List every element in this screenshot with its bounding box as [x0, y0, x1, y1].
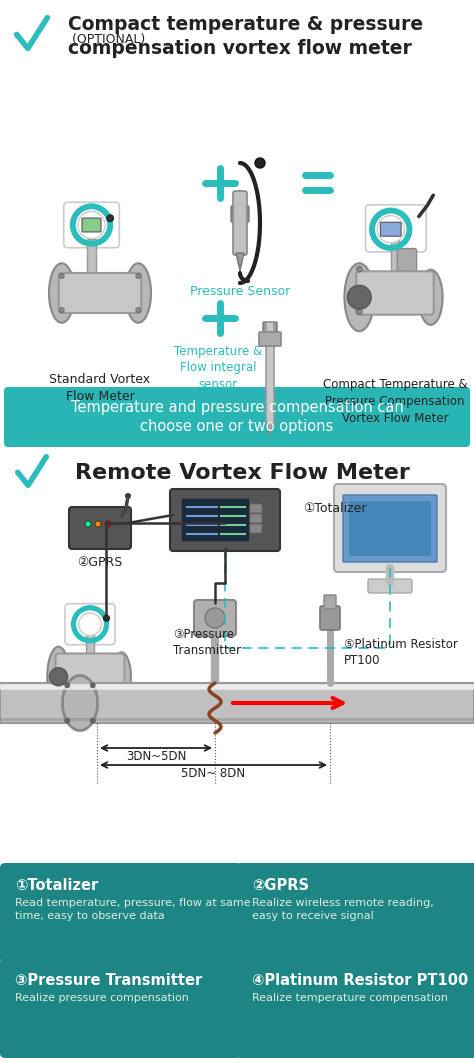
Circle shape: [78, 212, 105, 238]
Ellipse shape: [112, 653, 131, 702]
FancyBboxPatch shape: [194, 600, 236, 636]
FancyBboxPatch shape: [397, 249, 417, 271]
FancyBboxPatch shape: [82, 218, 101, 232]
Ellipse shape: [63, 675, 98, 730]
Circle shape: [125, 493, 131, 499]
FancyBboxPatch shape: [233, 191, 247, 255]
Text: Realize wireless remote reading,
easy to receive signal: Realize wireless remote reading, easy to…: [252, 898, 434, 921]
FancyBboxPatch shape: [250, 524, 262, 533]
Text: (OPTIONAL): (OPTIONAL): [68, 33, 145, 46]
FancyBboxPatch shape: [65, 604, 115, 645]
FancyBboxPatch shape: [250, 514, 262, 523]
Text: Temperature &
Flow integral
sensor: Temperature & Flow integral sensor: [174, 345, 262, 391]
Text: ⑤Platinum Resistor
PT100: ⑤Platinum Resistor PT100: [344, 638, 458, 667]
FancyBboxPatch shape: [320, 606, 340, 630]
Circle shape: [90, 682, 95, 688]
FancyBboxPatch shape: [365, 205, 426, 252]
Text: 3DN~5DN: 3DN~5DN: [126, 750, 186, 763]
Circle shape: [79, 613, 101, 636]
Text: Remote Vortex Flow Meter: Remote Vortex Flow Meter: [75, 463, 410, 483]
FancyBboxPatch shape: [381, 222, 401, 236]
Text: Realize temperature compensation: Realize temperature compensation: [252, 993, 448, 1003]
Circle shape: [377, 216, 404, 242]
Text: Compact temperature & pressure
compensation vortex flow meter: Compact temperature & pressure compensat…: [68, 15, 423, 58]
Circle shape: [90, 719, 95, 723]
FancyBboxPatch shape: [250, 504, 262, 513]
Circle shape: [255, 158, 265, 168]
Text: Pressure Sensor: Pressure Sensor: [190, 285, 290, 298]
Polygon shape: [236, 253, 244, 271]
Circle shape: [136, 307, 141, 313]
Circle shape: [65, 682, 70, 688]
FancyBboxPatch shape: [334, 484, 446, 572]
FancyBboxPatch shape: [266, 322, 274, 424]
Circle shape: [65, 719, 70, 723]
FancyBboxPatch shape: [0, 958, 242, 1058]
FancyBboxPatch shape: [324, 595, 336, 609]
Text: 5DN~ 8DN: 5DN~ 8DN: [182, 767, 246, 780]
FancyBboxPatch shape: [368, 579, 412, 593]
Text: ③Pressure
Transmitter: ③Pressure Transmitter: [173, 628, 241, 657]
Text: Compact Temperature &
Pressure Compensation
Vortex Flow Meter: Compact Temperature & Pressure Compensat…: [323, 378, 467, 425]
Ellipse shape: [126, 264, 151, 323]
Text: ①Totalizer: ①Totalizer: [303, 502, 366, 514]
Circle shape: [205, 608, 225, 628]
FancyBboxPatch shape: [237, 958, 474, 1058]
Circle shape: [103, 615, 109, 621]
FancyBboxPatch shape: [343, 495, 437, 562]
Text: Read temperature, pressure, flow at same
time, easy to observe data: Read temperature, pressure, flow at same…: [15, 898, 251, 921]
Polygon shape: [267, 423, 273, 435]
FancyBboxPatch shape: [87, 239, 96, 277]
FancyBboxPatch shape: [349, 501, 431, 556]
FancyBboxPatch shape: [181, 497, 250, 542]
FancyBboxPatch shape: [356, 271, 434, 315]
Ellipse shape: [49, 264, 74, 323]
Circle shape: [136, 273, 141, 279]
FancyBboxPatch shape: [391, 238, 399, 280]
Ellipse shape: [345, 264, 374, 332]
Circle shape: [347, 285, 371, 309]
Text: ②GPRS: ②GPRS: [252, 878, 309, 893]
Circle shape: [85, 521, 91, 527]
FancyBboxPatch shape: [69, 507, 131, 549]
Text: Standard Vortex
Flow Meter: Standard Vortex Flow Meter: [49, 373, 151, 403]
Ellipse shape: [47, 646, 70, 707]
Circle shape: [59, 307, 64, 313]
FancyBboxPatch shape: [231, 206, 249, 222]
Circle shape: [59, 273, 64, 279]
FancyBboxPatch shape: [59, 273, 141, 313]
FancyBboxPatch shape: [86, 632, 94, 664]
Circle shape: [356, 266, 362, 272]
Text: Realize pressure compensation: Realize pressure compensation: [15, 993, 189, 1003]
FancyBboxPatch shape: [0, 684, 474, 723]
Circle shape: [95, 521, 101, 527]
Ellipse shape: [419, 270, 443, 325]
FancyBboxPatch shape: [64, 202, 119, 248]
FancyBboxPatch shape: [259, 332, 281, 345]
Circle shape: [356, 308, 362, 315]
Circle shape: [49, 668, 67, 686]
FancyBboxPatch shape: [263, 322, 277, 334]
Text: ④Platinum Resistor PT100: ④Platinum Resistor PT100: [252, 973, 468, 988]
FancyBboxPatch shape: [170, 489, 280, 551]
Circle shape: [107, 215, 114, 221]
FancyBboxPatch shape: [4, 387, 470, 448]
Text: ①Totalizer: ①Totalizer: [15, 878, 98, 893]
Text: Temperature and pressure compensation can
choose one or two options: Temperature and pressure compensation ca…: [71, 400, 403, 435]
FancyBboxPatch shape: [237, 863, 474, 963]
Text: ②GPRS: ②GPRS: [77, 556, 123, 569]
Circle shape: [105, 521, 111, 527]
FancyBboxPatch shape: [0, 863, 242, 963]
Text: ③Pressure Transmitter: ③Pressure Transmitter: [15, 973, 202, 988]
FancyBboxPatch shape: [55, 654, 125, 692]
